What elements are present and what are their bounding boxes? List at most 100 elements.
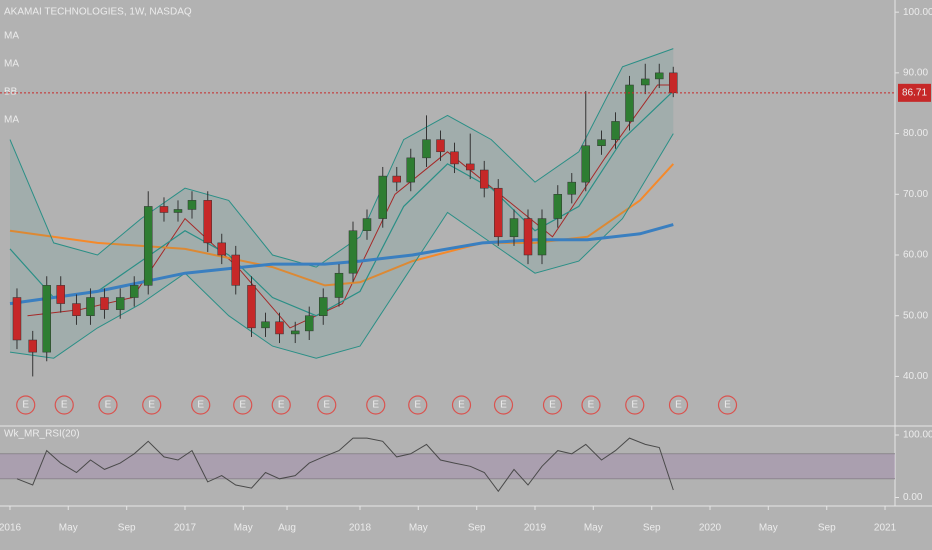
legend-label: BB xyxy=(4,87,18,98)
candle-body xyxy=(480,169,489,189)
earnings-marker xyxy=(408,395,428,415)
y-tick-label: 50.00 xyxy=(903,310,928,321)
candle-body xyxy=(129,285,139,298)
earnings-label: E xyxy=(61,400,68,411)
candle-body xyxy=(72,303,81,316)
candle-body xyxy=(392,175,401,183)
earnings-marker xyxy=(271,395,291,415)
candle-body xyxy=(203,200,212,244)
y-tick-label: 80.00 xyxy=(903,128,928,139)
candle-body xyxy=(494,187,503,238)
candle-body xyxy=(12,297,22,341)
candle-body xyxy=(247,285,256,329)
earnings-marker xyxy=(668,395,689,415)
x-tick-label: Sep xyxy=(818,523,836,534)
earnings-marker xyxy=(366,395,386,415)
y-tick-label: 70.00 xyxy=(903,189,928,200)
x-tick-label: 2017 xyxy=(174,523,197,534)
x-tick-label: Sep xyxy=(118,523,136,534)
candle-body xyxy=(378,175,387,219)
candle-body xyxy=(611,121,620,140)
candle-body xyxy=(217,242,226,256)
y-tick-label: 60.00 xyxy=(903,250,928,261)
candle-body xyxy=(581,145,591,183)
candle-body xyxy=(275,321,284,335)
earnings-marker xyxy=(98,395,118,415)
earnings-label: E xyxy=(239,400,246,411)
earnings-label: E xyxy=(105,400,112,411)
earnings-label: E xyxy=(500,400,507,411)
earnings-label: E xyxy=(588,400,595,411)
earnings-label: E xyxy=(631,400,638,411)
candle-body xyxy=(334,272,344,298)
x-tick-label: 2020 xyxy=(699,523,722,534)
rsi-line xyxy=(16,437,674,493)
y-tick-label: 100.00 xyxy=(903,7,932,18)
candle-body xyxy=(422,139,431,159)
earnings-label: E xyxy=(22,400,29,411)
price-label: 86.71 xyxy=(902,87,927,98)
y-tick-label: 100.00 xyxy=(903,430,932,441)
x-tick-label: May xyxy=(759,523,778,534)
candle-body xyxy=(669,72,678,94)
y-tick-label: 90.00 xyxy=(903,67,928,78)
chart-title: AKAMAI TECHNOLOGIES, 1W, NASDAQ xyxy=(4,7,192,18)
rsi-title: Wk_MR_RSI(20) xyxy=(4,429,80,440)
y-tick-label: 0.00 xyxy=(903,492,923,503)
candle-body xyxy=(362,218,372,231)
legend-label: MA xyxy=(4,59,19,70)
candle-body xyxy=(173,209,183,213)
candle-body xyxy=(290,330,300,335)
candle-body xyxy=(597,139,606,146)
candle-body xyxy=(406,157,415,183)
earnings-label: E xyxy=(675,400,682,411)
candle-body xyxy=(641,78,650,86)
x-tick-label: Sep xyxy=(643,523,661,534)
earnings-marker xyxy=(451,395,472,415)
earnings-label: E xyxy=(323,400,330,411)
earnings-label: E xyxy=(458,400,465,411)
candle-body xyxy=(159,206,169,213)
earnings-label: E xyxy=(724,400,731,411)
candle-body xyxy=(28,339,37,353)
candle-body xyxy=(523,218,533,256)
candle-body xyxy=(318,297,328,316)
earnings-label: E xyxy=(148,400,155,411)
earnings-marker xyxy=(317,395,337,415)
candle-body xyxy=(655,72,664,80)
earnings-marker xyxy=(493,395,514,415)
candle-body xyxy=(537,218,547,256)
moving-average xyxy=(9,163,675,287)
candle-body xyxy=(567,181,577,195)
earnings-marker xyxy=(191,395,211,415)
x-tick-label: May xyxy=(409,523,428,534)
earnings-marker xyxy=(16,395,36,415)
candle-body xyxy=(231,254,240,286)
x-tick-label: May xyxy=(234,523,253,534)
candle-body xyxy=(466,163,475,171)
earnings-marker xyxy=(625,395,645,415)
x-tick-label: 2019 xyxy=(524,523,547,534)
moving-average xyxy=(9,223,674,306)
earnings-marker xyxy=(233,395,253,415)
candle-body xyxy=(304,315,314,332)
rsi-band-fill xyxy=(0,453,895,479)
earnings-marker xyxy=(717,395,738,415)
x-tick-label: May xyxy=(584,523,603,534)
candle-body xyxy=(187,200,197,210)
x-tick-label: 2021 xyxy=(874,523,897,534)
y-tick-label: 40.00 xyxy=(903,371,928,382)
candle-body xyxy=(261,321,270,329)
candle-body xyxy=(436,139,445,153)
legend-label: MA xyxy=(4,115,19,126)
candle-body xyxy=(100,297,109,310)
earnings-label: E xyxy=(197,400,204,411)
candle-body xyxy=(115,297,125,310)
earnings-marker xyxy=(581,395,601,415)
candle-body xyxy=(509,218,519,238)
candle-body xyxy=(42,285,51,353)
earnings-marker xyxy=(142,395,162,415)
x-tick-label: May xyxy=(59,523,78,534)
candle-body xyxy=(143,206,153,286)
